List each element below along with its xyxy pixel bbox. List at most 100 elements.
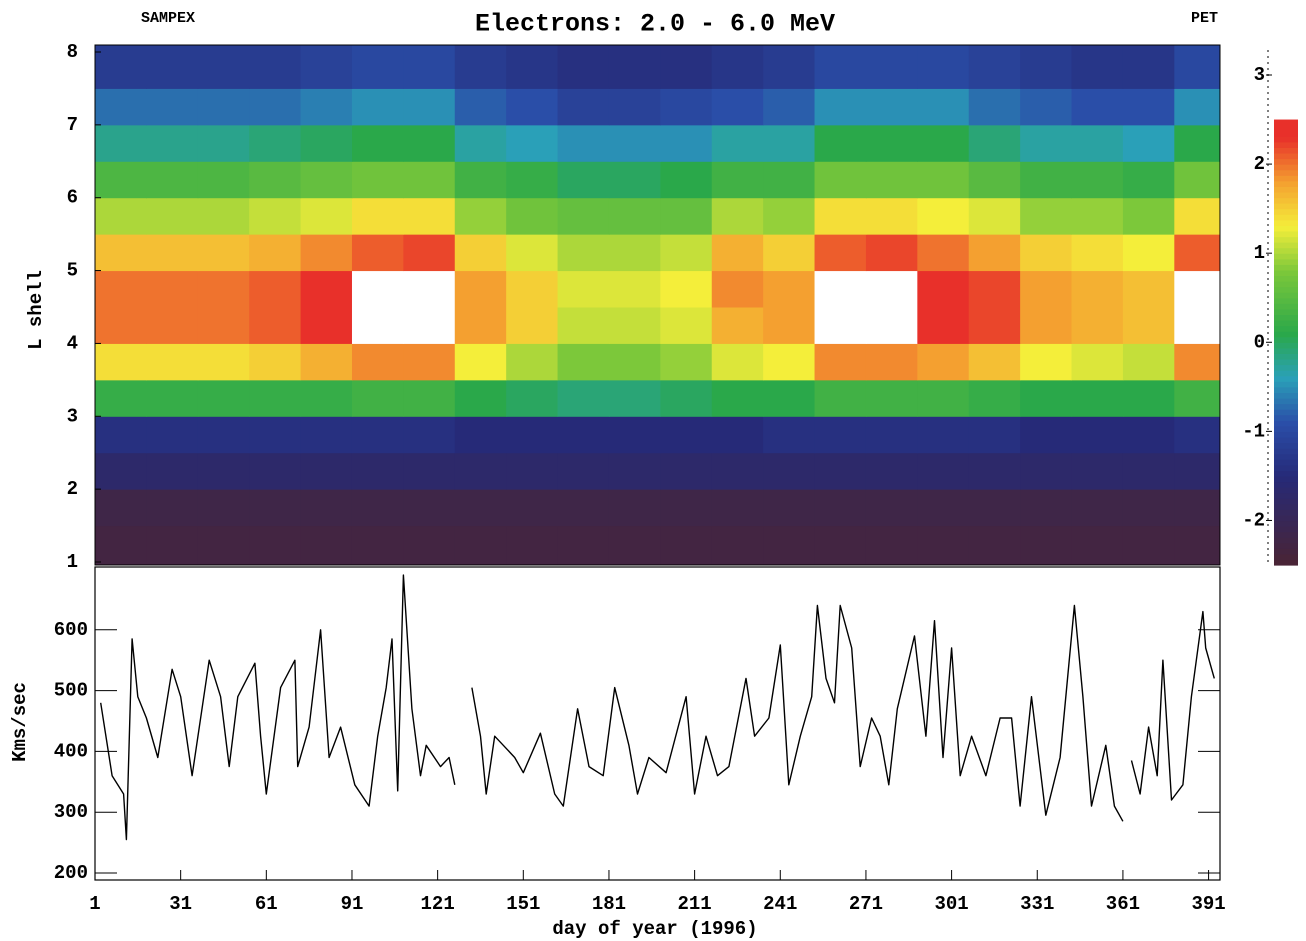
heatmap-cell <box>95 270 147 308</box>
heatmap-cell <box>454 489 507 527</box>
heatmap-cell <box>454 124 507 162</box>
heatmap-cell <box>1071 379 1124 417</box>
heatmap-cell <box>1174 161 1221 199</box>
heatmap-cell <box>660 307 713 344</box>
heatmap-cell <box>249 45 302 89</box>
colorbar-step <box>1274 453 1298 460</box>
heatmap-cell <box>197 452 250 490</box>
heatmap-cell <box>454 161 507 199</box>
heatmap-cell <box>351 416 404 454</box>
colorbar-step <box>1274 320 1298 327</box>
heatmap-cell <box>917 416 970 454</box>
heatmap-cell <box>557 161 610 199</box>
heatmap-cell <box>711 525 764 566</box>
heatmap-cell <box>1174 270 1221 308</box>
colorbar-step <box>1274 214 1298 221</box>
heatmap-cell <box>403 88 456 126</box>
heatmap-cell <box>351 379 404 417</box>
heatmap-cell <box>454 416 507 454</box>
heatmap-cell <box>197 234 250 272</box>
heatmap-cell <box>403 379 456 417</box>
heatmap-cell <box>454 307 507 344</box>
heatmap-cell <box>711 307 764 344</box>
heatmap-cell <box>300 452 353 490</box>
colorbar-step <box>1274 225 1298 232</box>
heatmap-cell <box>1122 124 1175 162</box>
colorbar-step <box>1274 381 1298 388</box>
x-tick-label: 1 <box>89 893 100 915</box>
heatmap-cell <box>1071 88 1124 126</box>
heatmap-cell <box>351 124 404 162</box>
heatmap-cell <box>557 124 610 162</box>
heatmap-cell <box>660 45 713 89</box>
heatmap-cell <box>249 489 302 527</box>
heatmap-cell <box>403 307 456 344</box>
heatmap-cell <box>608 124 661 162</box>
heatmap-cell <box>608 45 661 89</box>
heatmap-cell <box>300 197 353 235</box>
heatmap-cell <box>351 234 404 272</box>
y-tick-label: 4 <box>67 332 78 354</box>
colorbar-tick-label: 1 <box>1254 242 1265 264</box>
heatmap-cell <box>608 379 661 417</box>
heatmap-cell <box>197 270 250 308</box>
colorbar-step <box>1274 336 1298 343</box>
heatmap-cell <box>506 124 559 162</box>
heatmap-cell <box>300 88 353 126</box>
colorbar-step <box>1274 169 1298 176</box>
heatmap-cell <box>814 525 867 566</box>
colorbar-step <box>1274 203 1298 210</box>
heatmap-cell <box>865 45 918 89</box>
heatmap-cell <box>351 307 404 344</box>
colorbar-step <box>1274 542 1298 549</box>
heatmap-cell <box>1122 489 1175 527</box>
heatmap-cell <box>95 307 147 344</box>
heatmap-cell <box>968 88 1021 126</box>
heatmap-cell <box>968 416 1021 454</box>
heatmap-cell <box>917 525 970 566</box>
colorbar-step <box>1274 230 1298 238</box>
heatmap-cell <box>1071 124 1124 162</box>
heatmap-cell <box>608 88 661 126</box>
x-tick-label: 61 <box>255 893 278 915</box>
heatmap-cell <box>557 88 610 126</box>
heatmap-cell <box>249 343 302 381</box>
colorbar-step <box>1274 342 1298 349</box>
heatmap-cell <box>763 88 816 126</box>
heatmap-cell <box>968 452 1021 490</box>
heatmap-cell <box>454 234 507 272</box>
heatmap-cell <box>968 489 1021 527</box>
colorbar-step <box>1274 130 1298 137</box>
heatmap-cell <box>197 416 250 454</box>
colorbar-step <box>1274 197 1298 204</box>
colorbar-step <box>1274 347 1298 355</box>
y-axis-label: Kms/sec <box>9 682 31 762</box>
x-tick-label: 241 <box>763 893 797 915</box>
colorbar-step <box>1274 364 1298 371</box>
heatmap-cell <box>454 45 507 89</box>
heatmap-cell <box>300 343 353 381</box>
heatmap-cell <box>1020 452 1073 490</box>
heatmap-cell <box>1071 270 1124 308</box>
heatmap-cell <box>249 234 302 272</box>
colorbar-step <box>1274 191 1298 199</box>
y-tick-label: 6 <box>67 187 78 209</box>
heatmap-cell <box>506 88 559 126</box>
colorbar-step <box>1274 286 1298 293</box>
heatmap-cell <box>146 45 199 89</box>
heatmap-cell <box>1174 489 1221 527</box>
heatmap-cell <box>95 452 147 490</box>
heatmap-cell <box>1174 88 1221 126</box>
y-tick-label: 300 <box>54 801 88 823</box>
heatmap-cell <box>1122 416 1175 454</box>
heatmap-cell <box>95 88 147 126</box>
heatmap-cell <box>968 270 1021 308</box>
heatmap-cell <box>249 161 302 199</box>
heatmap-cell <box>403 45 456 89</box>
heatmap-cell <box>454 452 507 490</box>
heatmap-cell <box>1020 234 1073 272</box>
heatmap-cell <box>249 307 302 344</box>
heatmap-cell <box>300 489 353 527</box>
heatmap-cell <box>814 379 867 417</box>
